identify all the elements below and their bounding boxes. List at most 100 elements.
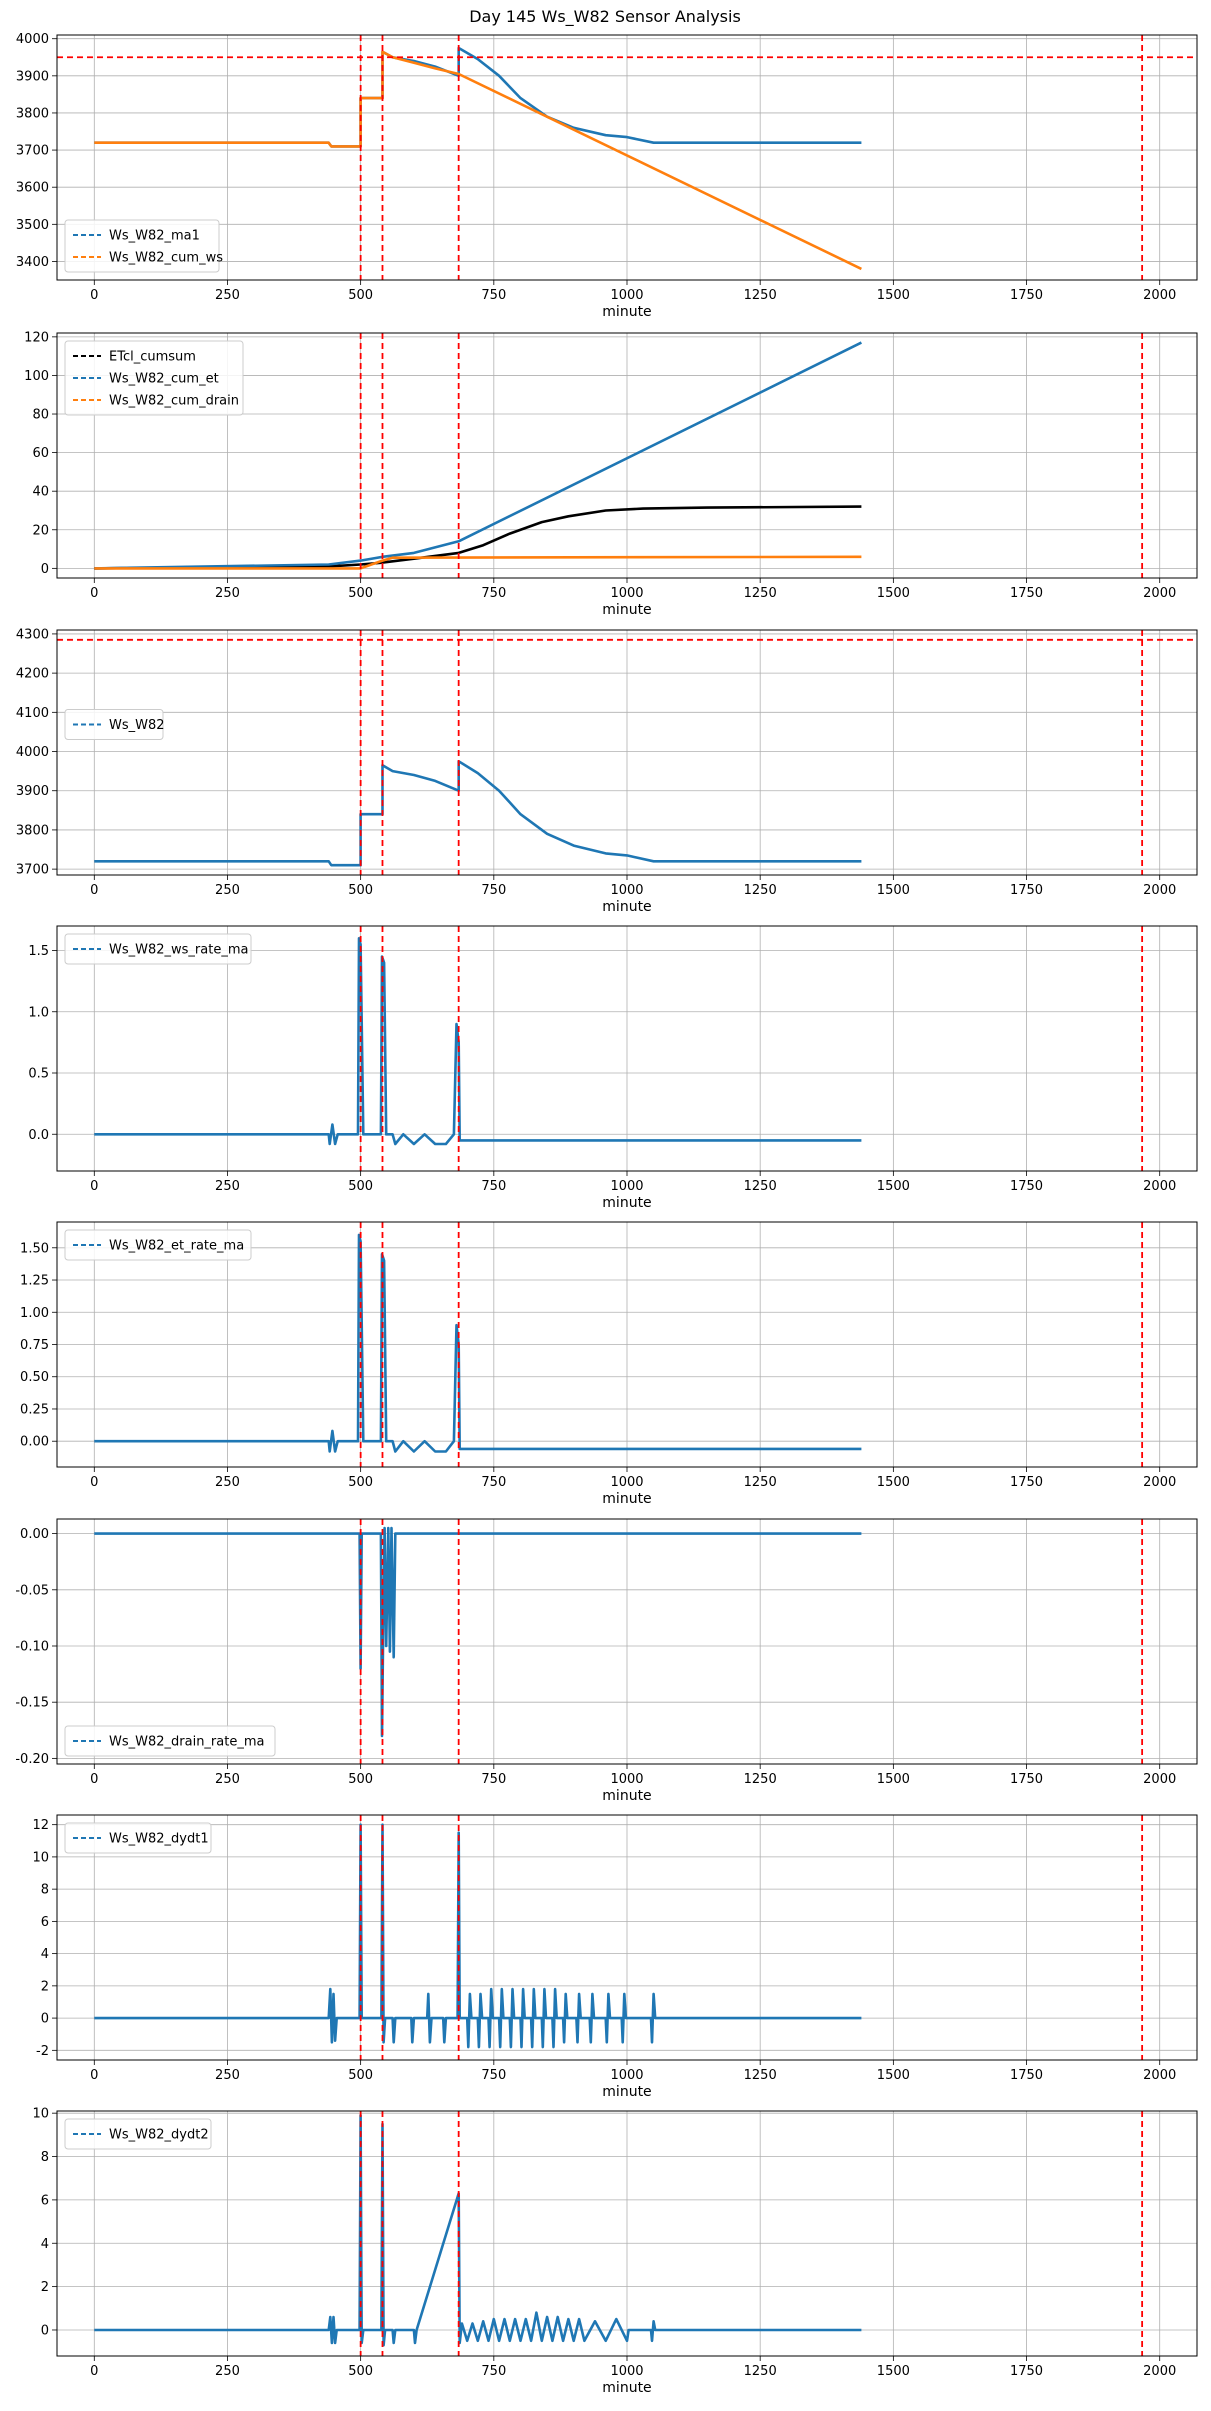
axes-frame: [56, 629, 1198, 876]
x-tick-label: 0: [90, 2364, 98, 2379]
x-tick-label: 500: [348, 586, 373, 601]
x-tick-label: 1250: [744, 1772, 777, 1787]
legend-label: ETcl_cumsum: [109, 350, 196, 365]
legend: Ws_W82_dydt2: [64, 2118, 212, 2150]
figure-title: Day 145 Ws_W82 Sensor Analysis: [469, 7, 741, 27]
x-axis-label: minute: [602, 2380, 651, 2396]
x-tick-label: 500: [348, 1179, 373, 1194]
y-tick-label: 0.00: [20, 1435, 49, 1450]
x-tick-label: 500: [348, 2068, 373, 2083]
x-tick-label: 1500: [877, 2068, 910, 2083]
legend-label: Ws_W82_dydt2: [109, 2128, 209, 2143]
x-tick-label: 1500: [877, 1772, 910, 1787]
axes-frame: [56, 2110, 1198, 2357]
y-tick-label: 0.5: [28, 1067, 49, 1082]
plot-area: [94, 1222, 1144, 1467]
legend-label: Ws_W82_ma1: [109, 229, 200, 244]
x-tick-label: 1750: [1010, 586, 1043, 601]
y-tick-label: -0.10: [15, 1639, 49, 1654]
x-tick-label: 1500: [877, 1475, 910, 1490]
x-axis-label: minute: [602, 1491, 651, 1507]
y-tick-label: 100: [24, 369, 49, 384]
x-tick-label: 1750: [1010, 883, 1043, 898]
x-tick-label: 1000: [610, 586, 643, 601]
y-tick-label: 3500: [16, 218, 49, 233]
x-tick-label: 2000: [1143, 1772, 1176, 1787]
plot-area: [94, 1815, 1144, 2060]
y-tick-label: 2: [41, 1979, 49, 1994]
y-tick-label: 0.0: [28, 1128, 49, 1143]
subplots: 0 250 500 750 1000 1250 1500 1750 20003400350036…: [15, 32, 1198, 2396]
x-tick-label: 0: [90, 1179, 98, 1194]
y-tick-label: 3600: [16, 181, 49, 196]
x-tick-label: 2000: [1143, 2068, 1176, 2083]
y-tick-label: 0.00: [20, 1527, 49, 1542]
series-line-Ws_W82_dydt1: [94, 1823, 862, 2049]
legend-label: Ws_W82_ws_rate_ma: [109, 943, 248, 958]
x-tick-label: 0: [90, 2068, 98, 2083]
x-tick-label: 1500: [877, 883, 910, 898]
x-tick-label: 1250: [744, 883, 777, 898]
x-tick-label: 750: [481, 883, 506, 898]
x-tick-label: 0: [90, 1475, 98, 1490]
y-tick-label: 3800: [16, 823, 49, 838]
y-tick-label: -0.20: [15, 1752, 49, 1767]
axes-frame: [56, 1814, 1198, 2061]
x-tick-label: 250: [215, 1475, 240, 1490]
y-tick-label: 4000: [16, 32, 49, 47]
y-tick-label: 4: [41, 1947, 49, 1962]
axes-frame: [56, 1221, 1198, 1468]
x-tick-label: 1750: [1010, 1475, 1043, 1490]
x-tick-label: 1000: [610, 2364, 643, 2379]
x-tick-label: 250: [215, 883, 240, 898]
subplot-8: 0 250 500 750 1000 1250 1500 1750 2000 0 2 4 6 8 10 min…: [32, 2107, 1198, 2396]
subplot-4: 0 250 500 750 1000 1250 1500 1750 2000 0.0 0.5 1.0 1…: [28, 925, 1198, 1211]
y-tick-label: 3800: [16, 106, 49, 121]
y-tick-label: 4200: [16, 667, 49, 682]
series-line-ETcl_cumsum: [94, 505, 862, 570]
plot-area: [94, 926, 1144, 1171]
x-tick-label: 1000: [610, 1772, 643, 1787]
x-tick-label: 500: [348, 1475, 373, 1490]
x-axis-label: minute: [602, 304, 651, 320]
x-tick-label: 750: [481, 2364, 506, 2379]
y-tick-label: 6: [41, 2193, 49, 2208]
series-line-Ws_W82_drain_rate_ma: [94, 1526, 862, 1738]
series-line-Ws_W82_ws_rate_ma: [94, 937, 862, 1146]
x-tick-label: 750: [481, 2068, 506, 2083]
legend: Ws_W82_dydt1: [64, 1822, 212, 1854]
legend-label: Ws_W82_et_rate_ma: [109, 1239, 244, 1254]
subplot-7: 0 250 500 750 1000 1250 1500 1750 2000 -2 0 2 4 6 8 10 1…: [32, 1814, 1198, 2100]
legend: Ws_W82_et_rate_ma: [64, 1229, 252, 1261]
x-tick-label: 250: [215, 288, 240, 303]
axes-frame: [56, 925, 1198, 1172]
x-tick-label: 250: [215, 2068, 240, 2083]
x-tick-label: 1500: [877, 288, 910, 303]
x-tick-label: 0: [90, 288, 98, 303]
y-tick-label: 0.50: [20, 1370, 49, 1385]
y-tick-label: 60: [32, 446, 49, 461]
legend-box: [64, 1725, 276, 1757]
y-tick-label: 0: [41, 2012, 49, 2027]
legend-box: [64, 219, 220, 273]
y-tick-label: 4100: [16, 706, 49, 721]
y-tick-label: 1.00: [20, 1306, 49, 1321]
legend-box: [64, 1822, 212, 1854]
y-tick-label: 120: [24, 330, 49, 345]
legend: Ws_W82: [64, 709, 165, 740]
subplot-3: 0 250 500 750 1000 1250 1500 1750 2000 3700 3800 39…: [16, 627, 1198, 915]
x-tick-label: 1000: [610, 1475, 643, 1490]
y-tick-label: 4: [41, 2237, 49, 2252]
x-axis-label: minute: [602, 2084, 651, 2100]
y-tick-label: 10: [32, 2107, 49, 2122]
y-tick-label: 6: [41, 1915, 49, 1930]
x-tick-label: 1500: [877, 2364, 910, 2379]
y-tick-label: -0.15: [15, 1696, 49, 1711]
x-tick-label: 2000: [1143, 288, 1176, 303]
axes-frame: [56, 332, 1198, 579]
plot-area: [94, 2111, 1144, 2356]
grid: [57, 2111, 1197, 2356]
x-axis-label: minute: [602, 899, 651, 915]
x-tick-label: 2000: [1143, 1475, 1176, 1490]
